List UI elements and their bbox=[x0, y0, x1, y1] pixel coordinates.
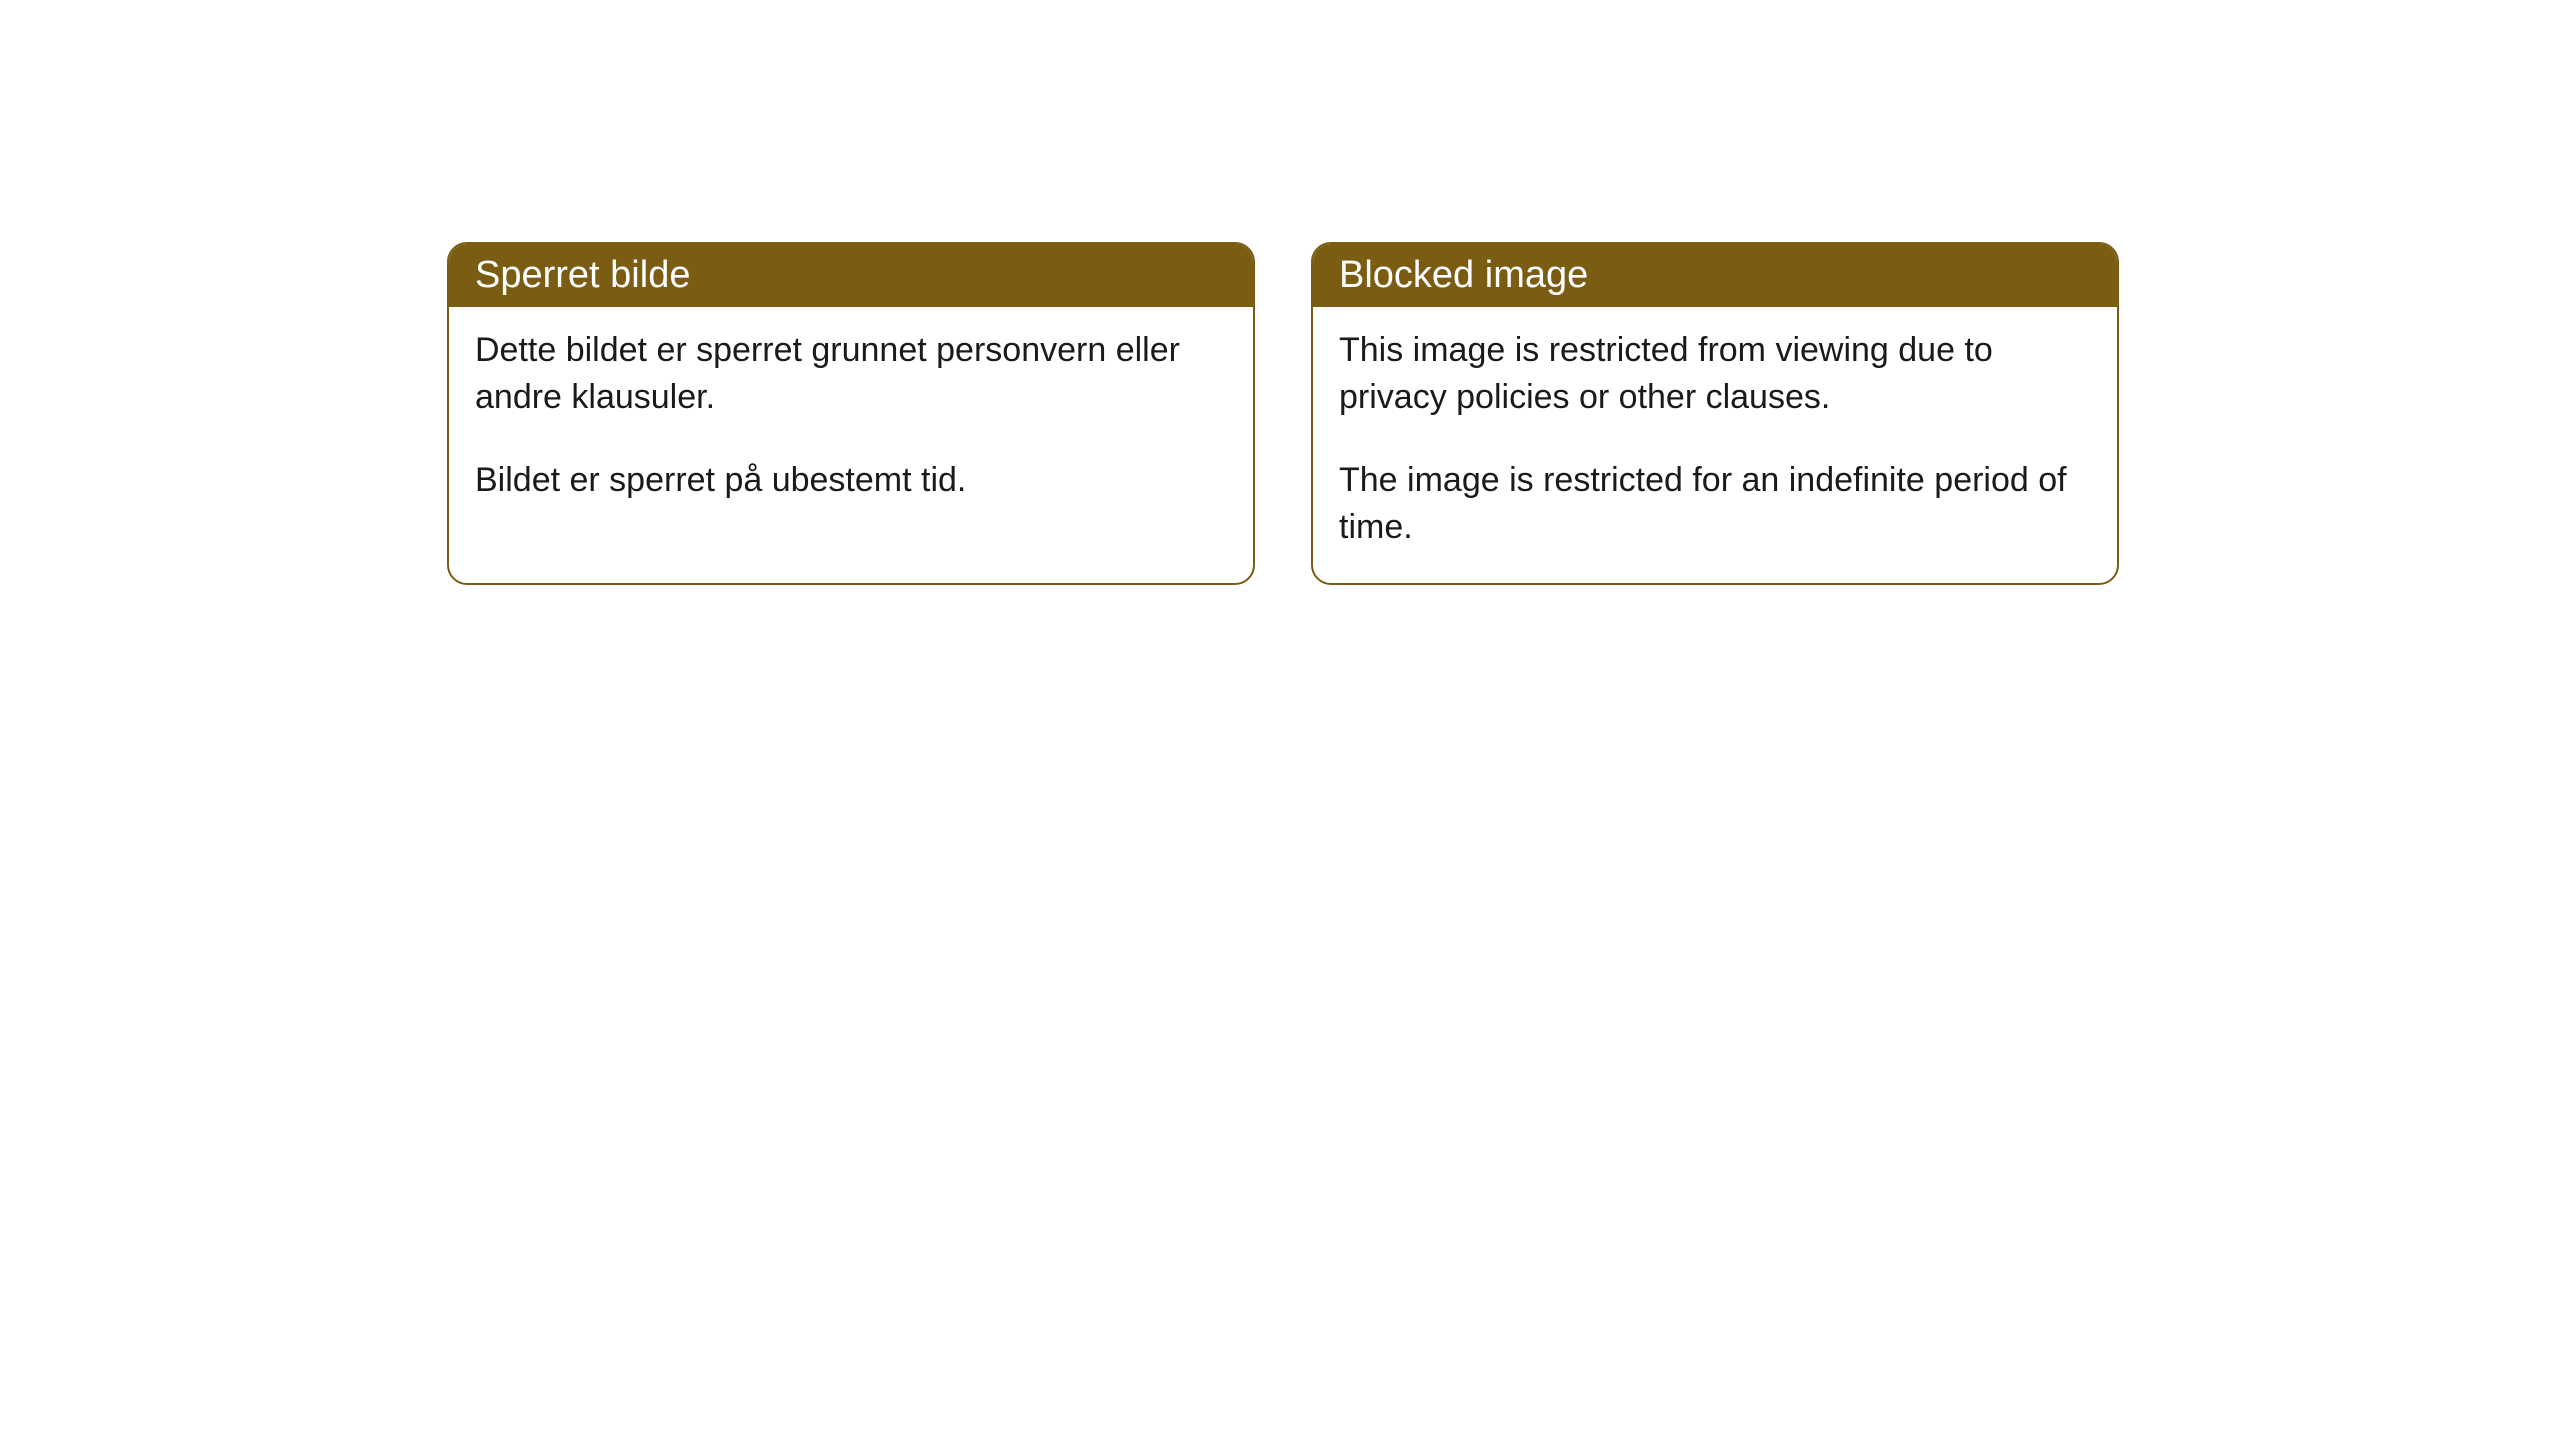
cards-container: Sperret bilde Dette bildet er sperret gr… bbox=[0, 0, 2560, 585]
blocked-image-card-norwegian: Sperret bilde Dette bildet er sperret gr… bbox=[447, 242, 1255, 585]
card-paragraph: Dette bildet er sperret grunnet personve… bbox=[475, 327, 1227, 421]
card-body: Dette bildet er sperret grunnet personve… bbox=[449, 307, 1253, 536]
card-paragraph: The image is restricted for an indefinit… bbox=[1339, 457, 2091, 551]
card-header: Blocked image bbox=[1313, 244, 2117, 307]
card-header: Sperret bilde bbox=[449, 244, 1253, 307]
card-paragraph: This image is restricted from viewing du… bbox=[1339, 327, 2091, 421]
card-paragraph: Bildet er sperret på ubestemt tid. bbox=[475, 457, 1227, 504]
card-body: This image is restricted from viewing du… bbox=[1313, 307, 2117, 583]
blocked-image-card-english: Blocked image This image is restricted f… bbox=[1311, 242, 2119, 585]
